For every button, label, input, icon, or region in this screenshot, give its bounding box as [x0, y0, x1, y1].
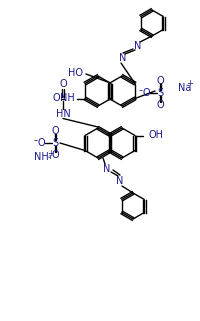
Text: NH: NH — [33, 152, 48, 162]
Text: +: + — [186, 80, 192, 89]
Text: O: O — [51, 126, 59, 136]
Text: -: - — [33, 135, 37, 145]
Text: HO: HO — [68, 68, 83, 78]
Text: NH: NH — [60, 93, 75, 103]
Text: N: N — [119, 53, 126, 63]
Text: O: O — [155, 76, 163, 86]
Text: N: N — [134, 41, 141, 51]
Text: ₄: ₄ — [48, 152, 51, 161]
Text: S: S — [156, 88, 162, 98]
Text: Na: Na — [177, 83, 190, 93]
Text: OH: OH — [148, 131, 163, 141]
Text: S: S — [52, 138, 58, 148]
Text: -: - — [137, 85, 141, 95]
Text: +: + — [47, 150, 54, 159]
Text: N: N — [103, 164, 110, 174]
Text: O: O — [51, 150, 59, 160]
Text: O: O — [155, 100, 163, 110]
Text: O: O — [52, 93, 60, 103]
Text: HN: HN — [55, 109, 70, 119]
Text: O: O — [37, 138, 45, 148]
Text: O: O — [141, 88, 149, 98]
Text: N: N — [116, 176, 123, 186]
Text: O: O — [59, 80, 66, 90]
